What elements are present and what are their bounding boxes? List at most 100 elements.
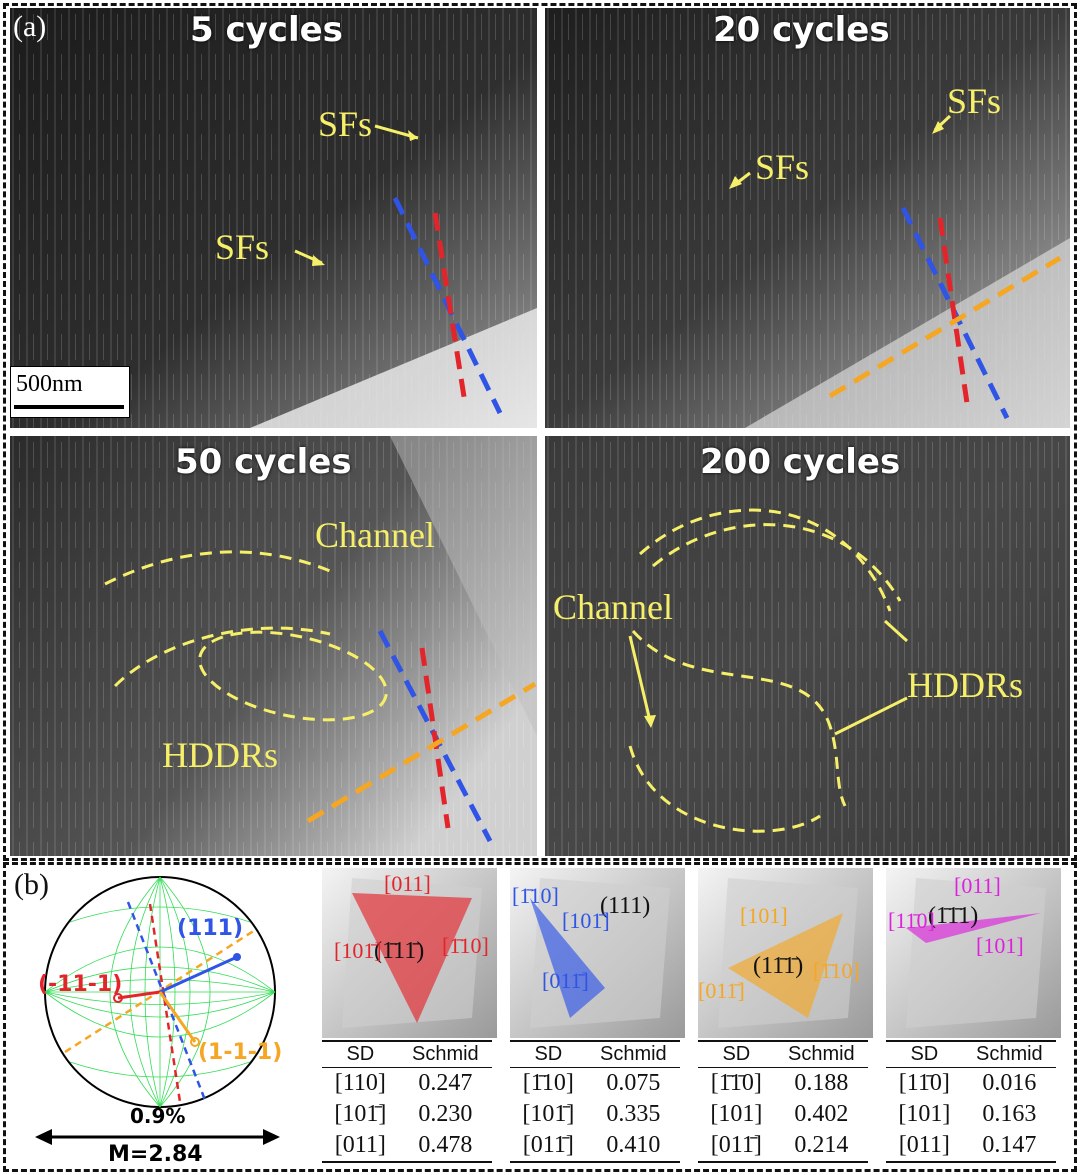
sfs-label: SFs xyxy=(318,104,373,144)
table-row: [101̄] 0.335 xyxy=(510,1099,680,1130)
direction-label: [1̄10] xyxy=(813,958,860,983)
schmid-cell: 0.247 xyxy=(418,1070,473,1096)
schmid-table: SD Schmid [1̄1̄0] 0.188 [101] 0.402 [011̄] 0.21… xyxy=(698,1040,868,1163)
table-row: [101̄] 0.230 xyxy=(322,1099,492,1130)
scale-bar-label: 500nm xyxy=(16,371,83,397)
table-row: [1̄10] 0.075 xyxy=(510,1068,680,1100)
col-sd: SD xyxy=(698,1040,775,1068)
direction-label: [101̄] xyxy=(334,938,382,963)
channel-label: Channel xyxy=(315,515,435,555)
schmid-table: SD Schmid [110] 0.247 [101̄] 0.230 [011] 0.478 xyxy=(322,1040,492,1163)
schmid-cell: 0.147 xyxy=(962,1130,1056,1163)
schmid-cell: 0.478 xyxy=(398,1130,492,1163)
scale-bar-box: 500nm xyxy=(10,366,130,418)
col-sd: SD xyxy=(510,1040,587,1068)
panel-title: 20 cycles xyxy=(713,10,890,50)
tem-panel-20-cycles: 20 cycles SFs SFs xyxy=(545,8,1070,428)
plane-label: (1̄1̄1) xyxy=(928,903,979,929)
schmid-cell: 0.230 xyxy=(418,1101,473,1127)
table-row: [011] 0.147 xyxy=(886,1130,1056,1163)
figure-part-b-frame xyxy=(3,862,1077,1172)
taylor-factor-label: M=2.84 xyxy=(108,1142,203,1167)
sd-cell: [011̄] xyxy=(510,1130,587,1163)
table-row: [011] 0.478 xyxy=(322,1130,492,1163)
hddrs-label: HDDRs xyxy=(162,735,279,775)
slip-system-2: (111) [1̄10] [101̄] [011̄] SD Schmid [1̄10] 0.0… xyxy=(510,868,685,1168)
schmid-cell: 0.335 xyxy=(606,1101,661,1127)
col-sd: SD xyxy=(322,1040,399,1068)
sd-cell: [101̄] xyxy=(522,1101,575,1127)
panel-title: 50 cycles xyxy=(175,442,352,482)
cube-schematic xyxy=(886,868,1061,1038)
pole-figure xyxy=(35,876,280,1145)
arrow-double xyxy=(35,1129,280,1145)
schmid-cell: 0.214 xyxy=(774,1130,868,1163)
direction-label: [011̄] xyxy=(542,968,589,993)
plane-label: (11̄1̄) xyxy=(753,953,804,979)
schmid-table: SD Schmid [11̄0] 0.016 [101] 0.163 [011] 0.147 xyxy=(886,1040,1056,1163)
pole-1m1m1-label: (1-1-1) xyxy=(198,1040,283,1065)
col-schmid: Schmid xyxy=(774,1040,868,1068)
slip-system-1: (1̄11̄) [011] [101̄] [1̄10] SD Schmid [110] 0.2… xyxy=(322,868,497,1168)
sd-cell: [1̄1̄0] xyxy=(710,1070,762,1096)
table-row: [110] 0.247 xyxy=(322,1068,492,1100)
plane-label: (1̄11̄) xyxy=(374,938,425,964)
col-schmid: Schmid xyxy=(398,1040,492,1068)
table-row: [101] 0.402 xyxy=(698,1099,868,1130)
direction-label: [011̄] xyxy=(698,978,745,1003)
col-sd: SD xyxy=(886,1040,963,1068)
hddrs-label: HDDRs xyxy=(907,665,1024,705)
table-row: [11̄0] 0.016 xyxy=(886,1068,1056,1100)
col-schmid: Schmid xyxy=(962,1040,1056,1068)
sd-cell: [110] xyxy=(334,1070,386,1096)
scale-bar-line xyxy=(14,405,124,409)
part-a-label: (a) xyxy=(13,10,47,43)
pole-m11m1-label: (-11-1) xyxy=(38,972,123,997)
slip-system-4: (1̄1̄1) [011] [11̄0] [101] SD Schmid [11̄0] 0.0… xyxy=(886,868,1061,1168)
panel-title: 5 cycles xyxy=(190,10,343,50)
sd-cell: [011] xyxy=(886,1130,963,1163)
sfs-label: SFs xyxy=(947,81,1002,121)
schmid-cell: 0.016 xyxy=(982,1070,1037,1096)
sfs-label: SFs xyxy=(215,227,270,267)
sd-cell: [101̄] xyxy=(334,1101,387,1127)
schmid-cell: 0.163 xyxy=(982,1101,1037,1127)
schmid-cell: 0.075 xyxy=(606,1070,661,1096)
direction-label: [1̄10] xyxy=(512,883,559,908)
sd-cell: [11̄0] xyxy=(898,1070,950,1096)
figure-part-a-frame xyxy=(3,3,1077,861)
direction-label: [011] xyxy=(954,873,1001,898)
direction-label: [011] xyxy=(384,871,431,896)
cube-schematic xyxy=(510,868,685,1038)
table-row: [1̄1̄0] 0.188 xyxy=(698,1068,868,1100)
tem-panel-50-cycles: 50 cycles Channel HDDRs xyxy=(10,436,537,856)
plane-label: (111) xyxy=(600,893,651,919)
pole-111-label: (111) xyxy=(177,916,244,941)
sd-cell: [101] xyxy=(710,1101,763,1127)
slip-system-3: (11̄1̄) [101] [011̄] [1̄10] SD Schmid [1̄1̄0] 0… xyxy=(698,868,873,1168)
tem-panel-200-cycles: 200 cycles Channel HDDRs xyxy=(545,436,1070,856)
sfs-label: SFs xyxy=(755,147,810,187)
cube-schematic xyxy=(322,868,497,1038)
channel-label: Channel xyxy=(553,587,673,627)
sd-cell: [1̄10] xyxy=(522,1070,574,1096)
schmid-cell: 0.402 xyxy=(794,1101,849,1127)
sd-cell: [101] xyxy=(898,1101,951,1127)
panel-title: 200 cycles xyxy=(700,442,901,482)
schmid-cell: 0.410 xyxy=(586,1130,680,1163)
cube-schematic xyxy=(698,868,873,1038)
sd-cell: [011] xyxy=(322,1130,399,1163)
direction-label: [101] xyxy=(976,933,1024,958)
table-row: [011̄] 0.214 xyxy=(698,1130,868,1163)
direction-label: [11̄0] xyxy=(888,908,935,933)
table-row: [101] 0.163 xyxy=(886,1099,1056,1130)
schmid-cell: 0.188 xyxy=(794,1070,849,1096)
direction-label: [101] xyxy=(740,903,788,928)
tem-panel-5-cycles: (a) 5 cycles SFs SFs 500nm xyxy=(10,8,537,428)
strain-label: 0.9% xyxy=(130,1104,186,1128)
direction-label: [1̄10] xyxy=(442,933,489,958)
col-schmid: Schmid xyxy=(586,1040,680,1068)
table-row: [011̄] 0.410 xyxy=(510,1130,680,1163)
direction-label: [101̄] xyxy=(562,908,610,933)
part-b-label: (b) xyxy=(14,868,49,901)
